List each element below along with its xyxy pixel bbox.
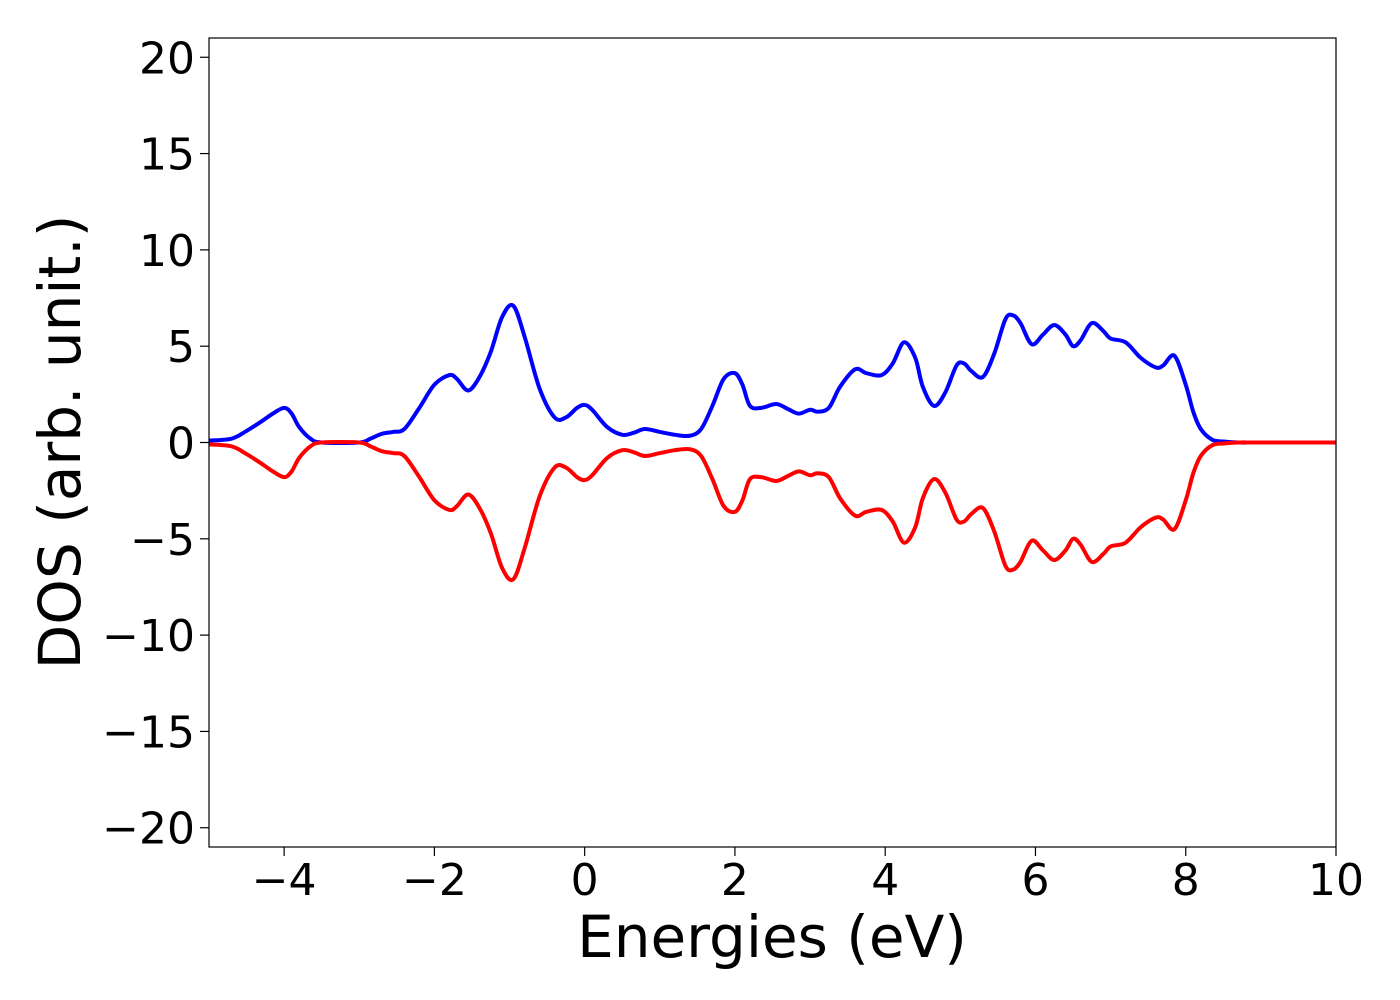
x-axis-title: Energies (eV) xyxy=(577,903,967,971)
y-tick-label: 5 xyxy=(167,322,195,373)
y-tick-label: −10 xyxy=(102,611,195,662)
series-line-spin-up xyxy=(209,303,1336,445)
x-tick-label: 8 xyxy=(1172,855,1200,906)
x-tick-label: 2 xyxy=(721,855,749,906)
x-tick-label: −2 xyxy=(402,855,467,906)
y-tick-label: 10 xyxy=(139,226,195,277)
y-tick-label: −15 xyxy=(102,707,195,758)
series-line-spin-down xyxy=(209,440,1336,582)
y-tick-label: −20 xyxy=(102,804,195,855)
y-axis-ticks: −20 −15 −10 −5 0 5 10 15 20 xyxy=(102,33,209,855)
x-tick-label: −4 xyxy=(252,855,317,906)
x-tick-label: 6 xyxy=(1021,855,1049,906)
x-axis-ticks: −4 −2 0 2 4 6 8 10 xyxy=(252,847,1364,906)
y-tick-label: 0 xyxy=(167,419,195,470)
x-tick-label: 10 xyxy=(1308,855,1364,906)
plot-background xyxy=(209,38,1336,847)
x-tick-label: 4 xyxy=(871,855,899,906)
series-layer xyxy=(209,303,1336,582)
x-tick-label: 0 xyxy=(571,855,599,906)
y-tick-label: 15 xyxy=(139,130,195,181)
y-tick-label: 20 xyxy=(139,33,195,84)
y-axis-title: DOS (arb. unit.) xyxy=(26,215,94,670)
y-tick-label: −5 xyxy=(130,515,195,566)
